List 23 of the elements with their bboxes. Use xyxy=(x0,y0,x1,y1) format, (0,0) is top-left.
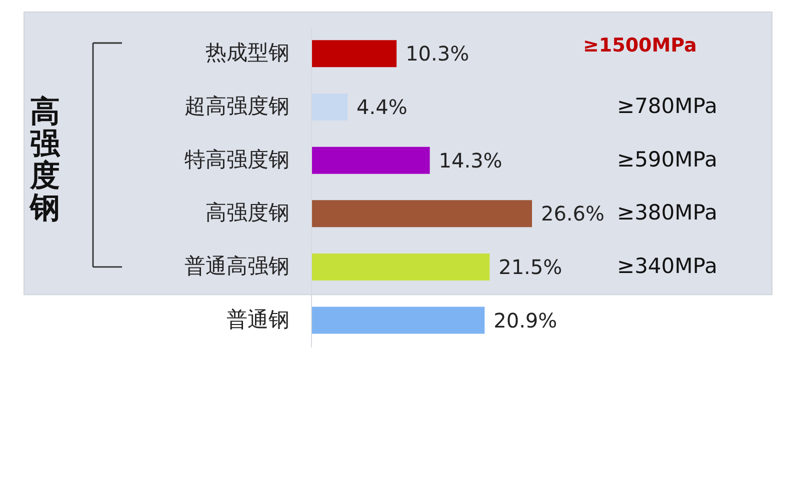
data-label: 21.5% xyxy=(498,254,562,279)
bar xyxy=(311,306,485,334)
data-label: 4.4% xyxy=(356,94,408,119)
data-label: 26.6% xyxy=(540,202,604,226)
y-tick-label: 特高强度钢 xyxy=(184,147,290,172)
bar xyxy=(311,200,532,228)
band-label: 高强度钢 xyxy=(29,94,62,226)
data-label: 10.3% xyxy=(406,42,470,66)
y-tick-label: 热成型钢 xyxy=(206,40,290,65)
data-label: 14.3% xyxy=(438,148,502,172)
bar xyxy=(311,253,490,280)
text: ≥380MPa xyxy=(616,200,718,225)
text: ≥1500MPa xyxy=(582,34,697,57)
y-tick-label: 普通钢 xyxy=(226,307,290,332)
text: ≥340MPa xyxy=(616,254,718,278)
bar xyxy=(311,146,430,174)
y-tick-label: 超高强度钢 xyxy=(184,94,290,118)
text: ≥590MPa xyxy=(616,147,718,172)
text: ≥780MPa xyxy=(616,94,718,118)
bar xyxy=(311,40,397,68)
data-label: 20.9% xyxy=(494,308,558,332)
y-tick-label: 普通高强钢 xyxy=(184,254,290,278)
y-tick-label: 高强度钢 xyxy=(206,200,290,225)
